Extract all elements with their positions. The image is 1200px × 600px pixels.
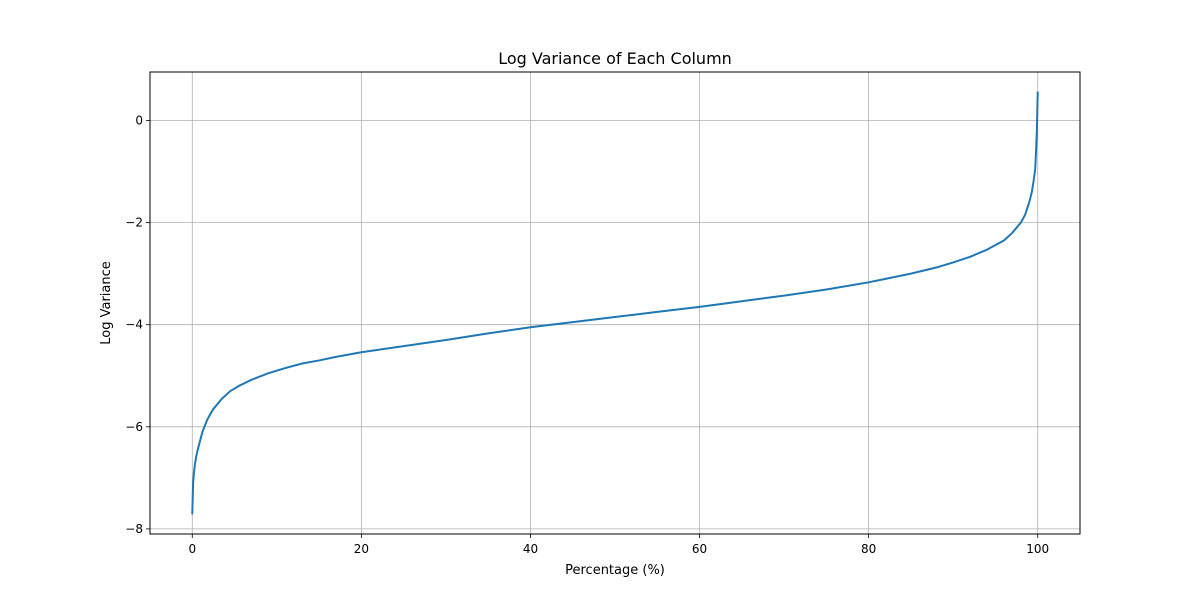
x-tick-label: 0 bbox=[188, 542, 196, 556]
chart-title: Log Variance of Each Column bbox=[498, 49, 732, 68]
y-tick-label: −6 bbox=[125, 420, 143, 434]
plot-frame bbox=[149, 71, 1081, 535]
y-tick-label: 0 bbox=[135, 113, 143, 127]
x-tick-label: 100 bbox=[1026, 542, 1049, 556]
series-layer bbox=[191, 91, 1039, 515]
x-tick-label: 80 bbox=[861, 542, 876, 556]
ticks: 0 20 40 60 80 100 0 −2 −4 −6 −8 bbox=[125, 113, 1049, 556]
grid bbox=[150, 72, 1080, 534]
x-tick-label: 60 bbox=[692, 542, 707, 556]
y-tick-label: −4 bbox=[125, 318, 143, 332]
y-tick-label: −8 bbox=[125, 522, 143, 536]
x-tick-label: 20 bbox=[354, 542, 369, 556]
x-axis-label: Percentage (%) bbox=[565, 563, 665, 578]
y-axis-label: Log Variance bbox=[99, 261, 114, 345]
x-tick-label: 40 bbox=[523, 542, 538, 556]
series-line bbox=[191, 91, 1039, 515]
y-tick-label: −2 bbox=[125, 216, 143, 230]
